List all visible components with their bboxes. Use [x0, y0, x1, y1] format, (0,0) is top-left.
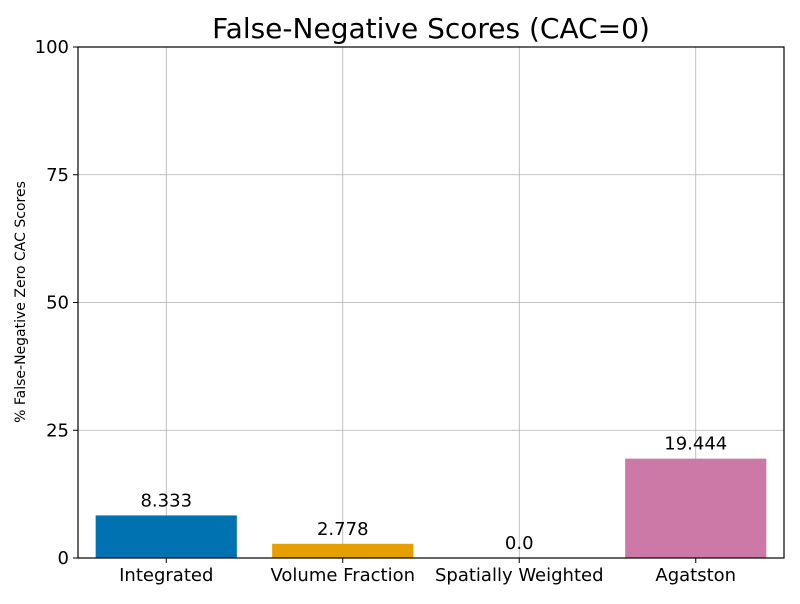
x-tick-label: Agatston: [655, 565, 736, 586]
y-tick-label: 75: [46, 165, 69, 186]
y-tick-label: 100: [35, 37, 69, 58]
bar-value-label: 8.333: [140, 490, 192, 511]
bar-value-label: 19.444: [664, 434, 727, 455]
bar-integrated: [95, 515, 237, 558]
y-axis-ticks: 0 25 50 75 100: [35, 37, 78, 569]
bar-volume-fraction: [272, 543, 414, 558]
chart-title: False-Negative Scores (CAC=0): [212, 12, 650, 45]
bar-value-label: 2.778: [317, 519, 369, 540]
x-tick-label: Volume Fraction: [270, 565, 415, 586]
y-tick-label: 50: [46, 293, 69, 314]
y-axis-label: % False-Negative Zero CAC Scores: [13, 181, 29, 423]
y-tick-label: 0: [58, 548, 69, 569]
bar-agatston: [625, 458, 767, 558]
bar-value-label: 0.0: [505, 533, 534, 554]
y-tick-label: 25: [46, 420, 69, 441]
x-tick-label: Integrated: [119, 565, 213, 586]
bar-value-labels: 8.333 2.778 0.0 19.444: [140, 434, 727, 554]
x-tick-label: Spatially Weighted: [435, 565, 604, 586]
bars: [95, 458, 767, 558]
x-axis-ticks: Integrated Volume Fraction Spatially Weigh…: [119, 558, 736, 586]
